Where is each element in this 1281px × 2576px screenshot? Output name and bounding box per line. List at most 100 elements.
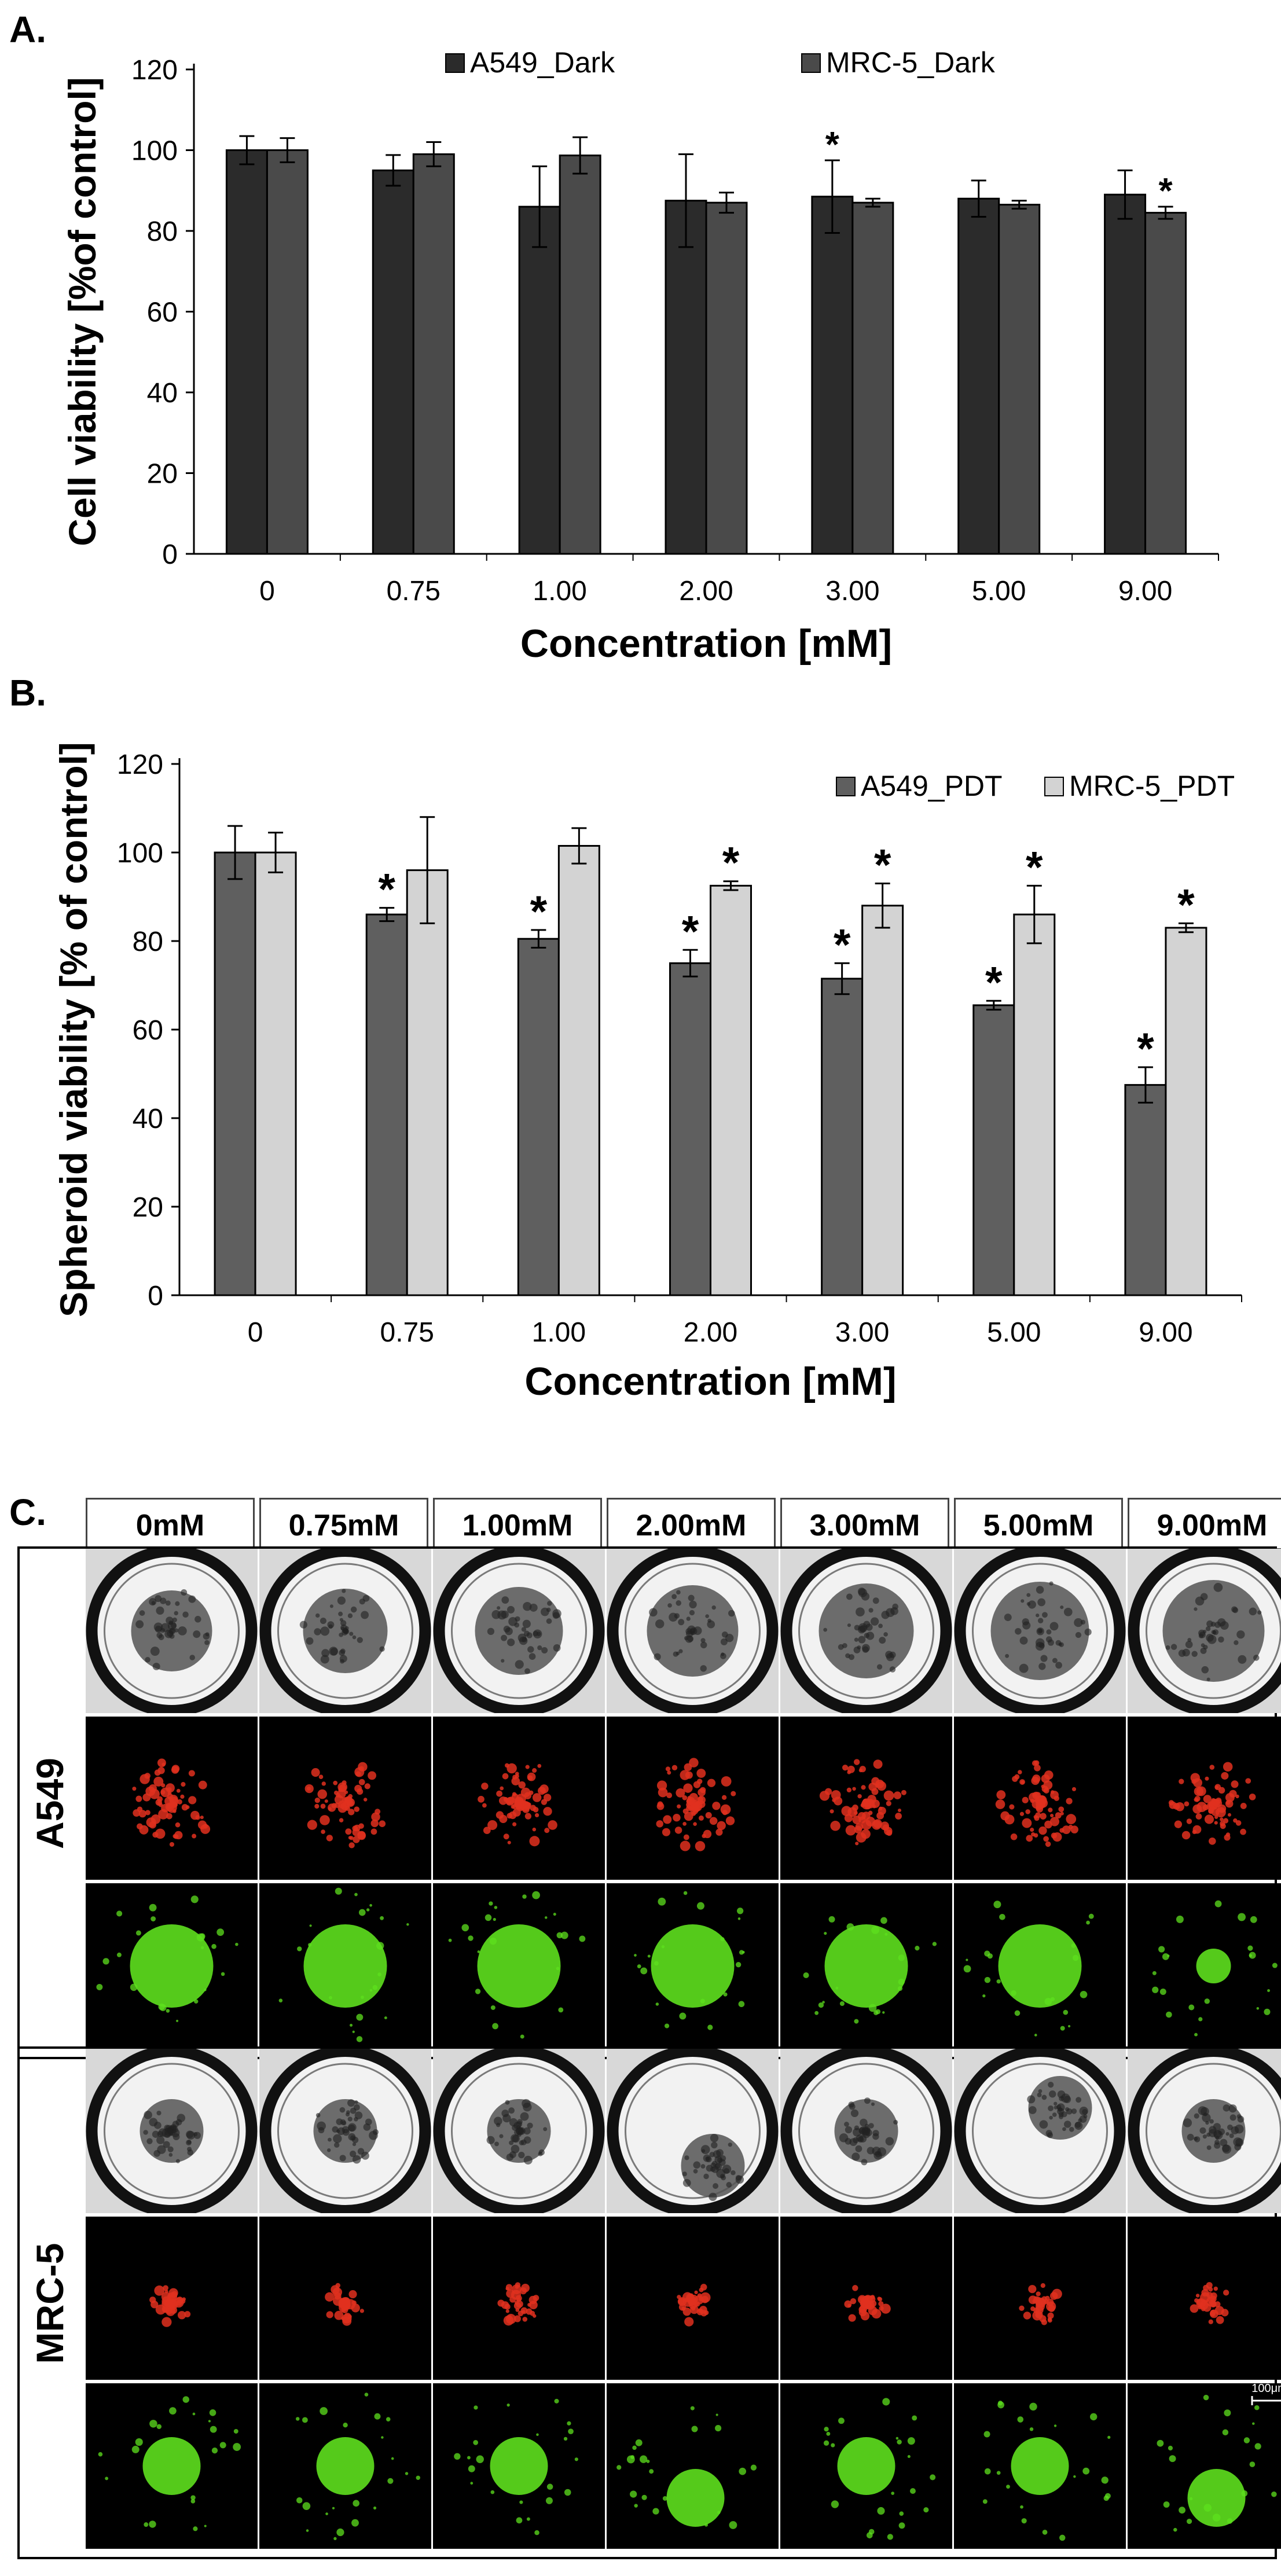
concentration-header: 0mM xyxy=(86,1498,255,1550)
spheroid-texture xyxy=(855,2145,862,2152)
stain-spot xyxy=(1169,2455,1176,2463)
spheroid-texture xyxy=(152,1662,160,1670)
spheroid-texture xyxy=(1257,1610,1262,1615)
cell-line-label: A549 xyxy=(28,1758,71,1849)
stain-spot xyxy=(1209,1765,1215,1770)
stain-spot xyxy=(879,2306,884,2311)
spheroid-texture xyxy=(160,1628,166,1633)
spheroid-texture xyxy=(515,1616,520,1622)
stain-spot xyxy=(1019,1811,1025,1816)
stain-spot xyxy=(311,1768,320,1777)
spheroid-texture xyxy=(178,1626,187,1636)
stain-spot xyxy=(1036,2300,1044,2308)
stain-spot xyxy=(517,2310,524,2317)
stain-spot xyxy=(498,1796,508,1805)
spheroid-texture xyxy=(172,1617,177,1623)
spheroid-texture xyxy=(501,1659,505,1663)
stain-spot xyxy=(1058,1806,1065,1813)
stain-spot xyxy=(693,1781,701,1788)
spheroid-texture xyxy=(1047,2132,1054,2138)
stain-spot xyxy=(349,1836,354,1840)
stain-spot xyxy=(739,2467,747,2475)
spheroid-texture xyxy=(520,2112,529,2121)
well-inner-ring xyxy=(625,1563,761,1699)
stain-spot xyxy=(190,2495,196,2500)
stain-spot xyxy=(626,2455,635,2464)
spheroid-texture xyxy=(166,1616,174,1625)
stain-spot xyxy=(1059,2534,1066,2541)
spheroid-texture xyxy=(678,1619,685,1626)
spheroid-texture xyxy=(1041,2094,1047,2100)
green-fluorescence-image xyxy=(433,2383,605,2549)
stain-spot xyxy=(507,1840,511,1844)
stain-spot xyxy=(1050,1790,1055,1794)
stain-spot xyxy=(852,1805,858,1811)
spheroid-texture xyxy=(1059,2096,1065,2101)
spheroid-texture xyxy=(1213,1583,1223,1592)
stain-spot xyxy=(634,1954,637,1957)
significance-star: * xyxy=(1159,171,1173,211)
spheroid-texture xyxy=(1191,1651,1198,1657)
stained-spheroid xyxy=(666,2469,725,2527)
stain-spot xyxy=(831,2443,835,2448)
spheroid-texture xyxy=(700,1638,706,1643)
spheroid-texture xyxy=(728,1609,735,1617)
spheroid-texture xyxy=(379,1646,385,1652)
significance-star: * xyxy=(378,865,395,914)
spheroid-texture xyxy=(193,2132,198,2137)
spheroid-texture xyxy=(711,2141,718,2149)
stained-spheroid xyxy=(142,2437,201,2495)
spheroid-texture xyxy=(1222,2144,1232,2154)
stain-spot xyxy=(1196,1802,1207,1813)
stain-spot xyxy=(709,1817,718,1825)
spheroid-texture xyxy=(194,1616,201,1623)
stain-spot xyxy=(715,1828,723,1836)
stain-spot xyxy=(690,2406,695,2410)
stain-spot xyxy=(338,2303,342,2307)
stain-spot xyxy=(192,2412,196,2416)
spheroid-texture xyxy=(1026,1593,1031,1597)
stain-spot xyxy=(210,2426,217,2433)
spheroid-texture xyxy=(1052,1658,1058,1663)
stain-spot xyxy=(548,1820,557,1830)
spheroid-texture xyxy=(336,2118,343,2125)
stain-spot xyxy=(461,1924,469,1932)
spheroid-texture xyxy=(519,1636,528,1645)
spheroid-texture xyxy=(701,2149,706,2153)
y-tick-label: 0 xyxy=(162,539,178,570)
stain-spot xyxy=(348,1809,355,1816)
spheroid-texture xyxy=(721,1652,725,1656)
well-inner-ring xyxy=(104,2063,240,2199)
stain-spot xyxy=(818,2002,824,2008)
stain-spot xyxy=(735,1961,742,1968)
stain-spot xyxy=(1009,1804,1015,1810)
bar xyxy=(998,204,1041,555)
stain-spot xyxy=(680,1840,691,1851)
stain-spot xyxy=(302,2502,311,2510)
legend-label: MRC-5_Dark xyxy=(826,46,996,79)
spheroid-texture xyxy=(867,2147,875,2155)
stain-spot xyxy=(663,1815,672,1824)
stain-spot xyxy=(532,1768,537,1773)
stain-spot xyxy=(873,1759,883,1769)
stain-spot xyxy=(473,2439,479,2445)
spheroid-texture xyxy=(1038,1663,1046,1670)
stain-spot xyxy=(1043,1836,1049,1842)
stain-spot xyxy=(233,2443,241,2451)
stain-spot xyxy=(1063,2009,1069,2015)
stain-spot xyxy=(679,2012,687,2020)
stain-spot xyxy=(1198,2305,1203,2310)
brightfield-image xyxy=(1128,2049,1281,2213)
stain-spot xyxy=(198,1780,207,1789)
stain-spot xyxy=(632,2445,637,2450)
bar xyxy=(861,905,904,1296)
stain-spot xyxy=(556,1932,563,1939)
spheroid-texture xyxy=(1249,1607,1257,1616)
stain-spot xyxy=(201,1946,204,1950)
stain-spot xyxy=(369,1903,372,1907)
stain-spot xyxy=(374,2413,381,2420)
stain-spot xyxy=(1040,2283,1045,2288)
stain-spot xyxy=(158,1809,168,1820)
stain-spot xyxy=(181,1782,186,1787)
stain-spot xyxy=(307,1786,311,1791)
